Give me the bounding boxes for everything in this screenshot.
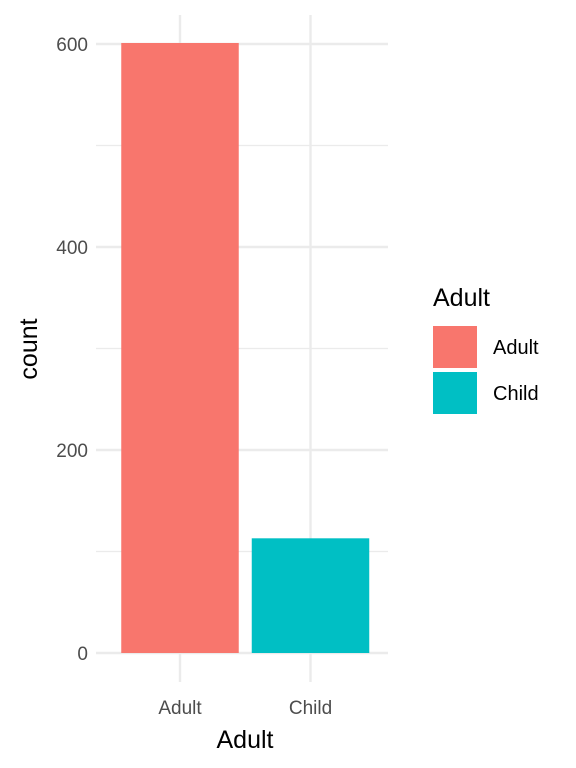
legend-entries: Adult Child bbox=[433, 326, 539, 414]
y-axis-title: count bbox=[15, 318, 43, 379]
bar-adult bbox=[121, 42, 239, 654]
legend-label: Adult bbox=[493, 337, 539, 359]
bar-child bbox=[251, 538, 370, 653]
y-tick-label: 600 bbox=[56, 35, 88, 56]
y-axis-tick-labels: 0 200 400 600 bbox=[56, 35, 88, 665]
legend-key-child bbox=[433, 372, 477, 414]
legend-label: Child bbox=[493, 383, 539, 405]
bars bbox=[121, 42, 370, 654]
x-tick-label: Adult bbox=[158, 698, 202, 719]
legend-key-adult bbox=[433, 326, 477, 368]
legend: Adult Adult Child bbox=[433, 284, 539, 414]
x-tick-label: Child bbox=[289, 698, 332, 719]
y-tick-label: 0 bbox=[77, 644, 88, 665]
y-tick-label: 200 bbox=[56, 441, 88, 462]
x-axis-title: Adult bbox=[217, 726, 274, 754]
y-tick-label: 400 bbox=[56, 238, 88, 259]
legend-title: Adult bbox=[433, 284, 490, 312]
x-axis-tick-labels: Adult Child bbox=[158, 698, 332, 719]
